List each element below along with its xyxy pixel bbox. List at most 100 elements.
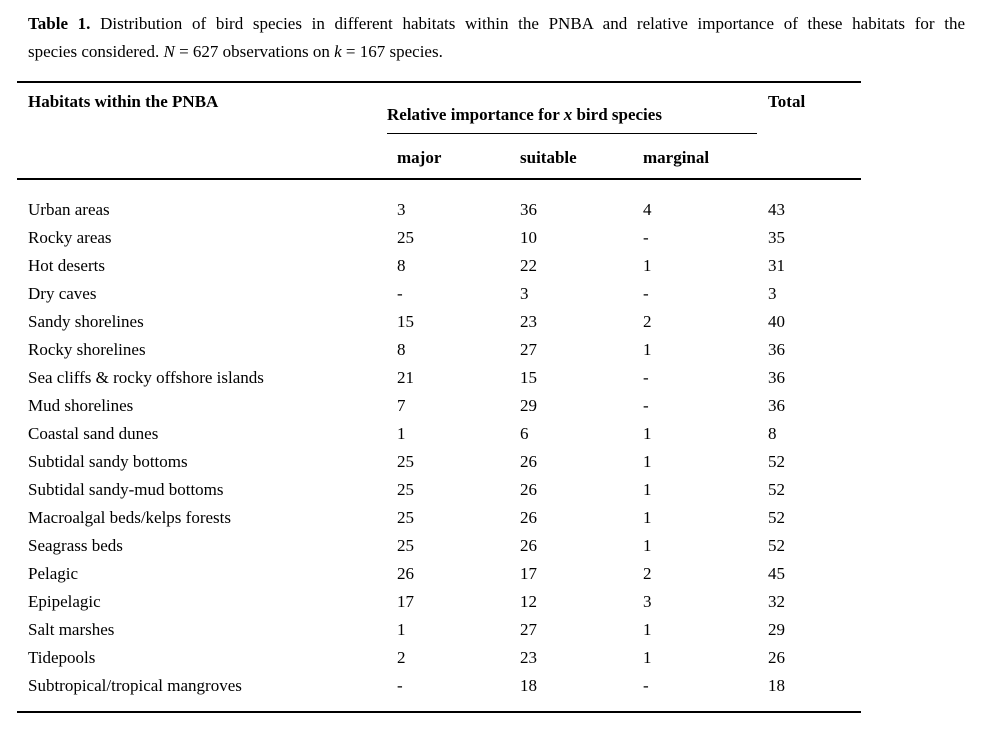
suitable-cell: 22 <box>520 256 537 275</box>
habitat-cell: Subtropical/tropical mangroves <box>28 676 242 695</box>
caption-line-1: Table 1. Distribution of bird species in… <box>28 10 965 38</box>
caption-table-label: Table 1. <box>28 14 91 33</box>
table-body: Urban areas 3 36 4 43 Rocky areas 25 10-35 Hot d… <box>17 179 861 712</box>
suitable-cell: 26 <box>520 536 537 555</box>
caption-n-symbol: N <box>163 42 175 61</box>
habitat-cell: Coastal sand dunes <box>28 424 159 443</box>
suitable-cell: 26 <box>520 480 537 499</box>
table-row: Sea cliffs & rocky offshore islands 21 15 -… <box>17 364 861 392</box>
total-cell: 36 <box>768 368 785 387</box>
marginal-cell: 2 <box>643 564 652 583</box>
caption-text-line1: Distribution of bird species in differen… <box>90 14 965 33</box>
total-cell: 43 <box>768 200 785 219</box>
total-cell: 40 <box>768 312 785 331</box>
habitat-cell: Dry caves <box>28 284 97 303</box>
marginal-cell: 1 <box>643 620 652 639</box>
table-row: Hot deserts 8 22 1 31 <box>17 252 861 280</box>
suitable-cell: 6 <box>520 424 529 443</box>
relative-importance-label: Relative importance for x bird species <box>387 105 757 134</box>
marginal-cell: 1 <box>643 648 652 667</box>
total-cell: 31 <box>768 256 785 275</box>
total-cell: 8 <box>768 424 777 443</box>
table-row: Subtropical/tropical mangroves - 18 - 18 <box>17 672 861 712</box>
marginal-cell: 1 <box>643 508 652 527</box>
group-header-post: bird species <box>572 105 662 124</box>
caption-text-line2-mid: = 627 observations on <box>174 42 335 61</box>
habitat-cell: Urban areas <box>28 200 110 219</box>
suitable-cell: 23 <box>520 648 537 667</box>
table-row: Salt marshes 1 27 1 29 <box>17 616 861 644</box>
table-row: Pelagic 26 17 2 45 <box>17 560 861 588</box>
suitable-cell: 29 <box>520 396 537 415</box>
total-cell: 35 <box>768 228 785 247</box>
major-cell: 1 <box>397 620 406 639</box>
table-row: Epipelagic 17 12 3 32 <box>17 588 861 616</box>
table-row: Subtidal sandy-mud bottoms 25 26 1 52 <box>17 476 861 504</box>
suitable-cell: 3 <box>520 284 529 303</box>
habitat-cell: Salt marshes <box>28 620 115 639</box>
suitable-cell: 18 <box>520 676 537 695</box>
major-cell: 8 <box>397 256 406 275</box>
table-header: Habitats within the PNBA Relative import… <box>17 82 861 180</box>
table-row: Coastal sand dunes 1 6 1 8 <box>17 420 861 448</box>
habitat-cell: Mud shorelines <box>28 396 134 415</box>
table-row: Seagrass beds 25 26 1 52 <box>17 532 861 560</box>
suitable-column-header: suitable <box>520 134 643 180</box>
total-cell: 18 <box>768 676 785 695</box>
major-cell: 15 <box>397 312 414 331</box>
marginal-cell: 1 <box>643 424 652 443</box>
total-cell: 3 <box>768 284 777 303</box>
suitable-cell: 36 <box>520 200 537 219</box>
suitable-cell: 15 <box>520 368 537 387</box>
table-caption: Table 1. Distribution of bird species in… <box>28 10 965 66</box>
table-row: Subtidal sandy bottoms 25 26 1 52 <box>17 448 861 476</box>
major-cell: - <box>397 676 403 695</box>
header-row-group: Habitats within the PNBA Relative import… <box>17 82 861 180</box>
habitat-cell: Subtidal sandy-mud bottoms <box>28 480 224 499</box>
table-row: Sandy shorelines 15 23 2 40 <box>17 308 861 336</box>
marginal-cell: 1 <box>643 256 652 275</box>
habitat-cell: Macroalgal beds/kelps forests <box>28 508 231 527</box>
caption-text-line2-end: = 167 species. <box>341 42 443 61</box>
habitat-cell: Pelagic <box>28 564 79 583</box>
header-row-sub: major suitable marginal <box>17 134 861 180</box>
relative-importance-group-header: Relative importance for x bird species <box>387 82 768 134</box>
group-header-pre: Relative importance for <box>387 105 564 124</box>
habitat-cell: Tidepools <box>28 648 96 667</box>
marginal-cell: 1 <box>643 536 652 555</box>
caption-text-line2-start: species considered. <box>28 42 164 61</box>
marginal-cell: 3 <box>643 592 652 611</box>
habitats-column-header: Habitats within the PNBA <box>17 82 397 180</box>
major-column-header: major <box>397 134 520 180</box>
marginal-cell: 2 <box>643 312 652 331</box>
suitable-cell: 23 <box>520 312 537 331</box>
suitable-cell: 26 <box>520 508 537 527</box>
total-cell: 45 <box>768 564 785 583</box>
marginal-cell: - <box>643 228 649 247</box>
total-cell: 36 <box>768 396 785 415</box>
suitable-cell: 12 <box>520 592 537 611</box>
marginal-cell: - <box>643 284 649 303</box>
major-cell: 25 <box>397 452 414 471</box>
suitable-cell: 27 <box>520 340 537 359</box>
major-cell: 25 <box>397 228 414 247</box>
suitable-cell: 27 <box>520 620 537 639</box>
total-cell: 52 <box>768 452 785 471</box>
major-cell: 25 <box>397 536 414 555</box>
table-row: Macroalgal beds/kelps forests 25 26 1 52 <box>17 504 861 532</box>
major-cell: 26 <box>397 564 414 583</box>
major-cell: 8 <box>397 340 406 359</box>
total-cell: 36 <box>768 340 785 359</box>
group-header-x-symbol: x <box>563 105 573 124</box>
total-cell: 52 <box>768 480 785 499</box>
habitat-cell: Hot deserts <box>28 256 105 275</box>
suitable-cell: 17 <box>520 564 537 583</box>
major-cell: 3 <box>397 200 406 219</box>
table-row: Mud shorelines 7 29 - 36 <box>17 392 861 420</box>
table-row: Rocky shorelines 8 27 1 36 <box>17 336 861 364</box>
habitat-cell: Subtidal sandy bottoms <box>28 452 188 471</box>
marginal-cell: - <box>643 368 649 387</box>
marginal-cell: - <box>643 676 649 695</box>
marginal-cell: 1 <box>643 480 652 499</box>
